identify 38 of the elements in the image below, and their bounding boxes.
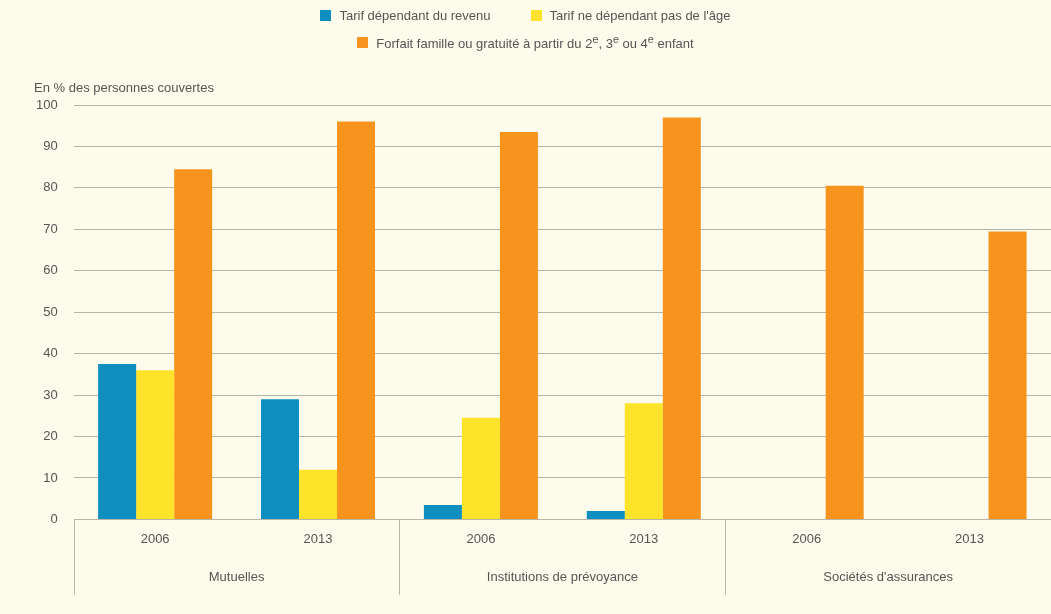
bar bbox=[988, 231, 1027, 519]
text: Sociétés d'assurances bbox=[823, 568, 954, 584]
bar bbox=[337, 121, 376, 519]
y-tick-label: 90 bbox=[43, 138, 58, 154]
x-tick-label: 2013 bbox=[303, 530, 333, 546]
bar bbox=[261, 399, 300, 519]
y-tick-label: 100 bbox=[35, 96, 58, 112]
bar bbox=[624, 403, 663, 519]
legend-label: Tarif ne dépendant pas de l'âge bbox=[549, 8, 731, 23]
y-tick-label: 60 bbox=[43, 262, 58, 278]
bar bbox=[586, 511, 625, 519]
y-axis-title: En % des personnes couvertes bbox=[34, 80, 215, 96]
x-tick-label: 2006 bbox=[466, 530, 496, 546]
x-tick-label: 2006 bbox=[792, 530, 822, 546]
y-tick-label: 0 bbox=[50, 510, 58, 526]
y-tick-label: 40 bbox=[43, 345, 58, 361]
x-tick-label: 2013 bbox=[629, 530, 659, 546]
legend-label: Tarif dépendant du revenu bbox=[339, 8, 491, 23]
bar bbox=[423, 504, 462, 519]
bar bbox=[461, 417, 500, 519]
bar bbox=[662, 117, 701, 519]
bar bbox=[499, 131, 538, 519]
bar bbox=[299, 469, 338, 519]
x-tick-label: 2006 bbox=[140, 530, 170, 546]
x-tick-label: 2013 bbox=[955, 530, 985, 546]
y-tick-label: 80 bbox=[43, 179, 58, 195]
text: Institutions de prévoyance bbox=[486, 568, 638, 584]
bar bbox=[136, 370, 175, 519]
y-tick-label: 30 bbox=[43, 386, 58, 402]
bar bbox=[98, 364, 137, 519]
y-tick-label: 20 bbox=[43, 428, 58, 444]
y-tick-label: 70 bbox=[43, 220, 58, 236]
text: Mutuelles bbox=[208, 568, 265, 584]
y-tick-label: 50 bbox=[43, 303, 58, 319]
bar bbox=[825, 185, 864, 519]
y-tick-label: 10 bbox=[43, 469, 58, 485]
legend-label: Forfait famille ou gratuité à partir du 2$^{e}$, 3$^{e}$ ou 4$^{e}$ enfant bbox=[376, 33, 694, 52]
bar bbox=[174, 169, 213, 519]
